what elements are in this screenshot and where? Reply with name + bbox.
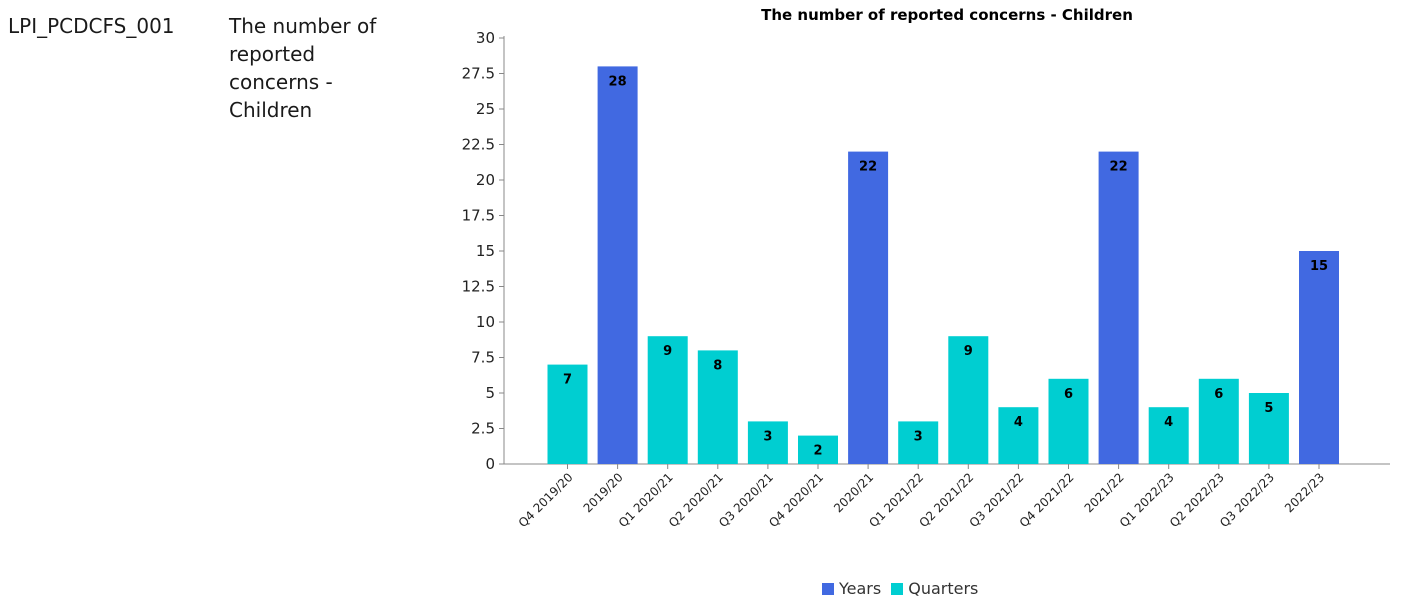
y-tick-label: 5 xyxy=(485,384,495,402)
indicator-description: The number of reported concerns - Childr… xyxy=(229,14,377,122)
y-tick-label: 20 xyxy=(476,171,495,189)
bar xyxy=(647,336,688,464)
y-tick-label: 17.5 xyxy=(462,207,495,225)
bar xyxy=(998,407,1039,464)
bar-value-label: 5 xyxy=(1264,401,1273,416)
bar-value-label: 22 xyxy=(859,160,877,175)
indicator-code: LPI_PCDCFS_001 xyxy=(8,14,175,38)
bar xyxy=(597,66,638,465)
bar-chart: The number of reported concerns - Childr… xyxy=(462,6,1390,530)
bar xyxy=(1248,393,1289,464)
x-tick-label: 2022/23 xyxy=(1282,470,1327,515)
bar xyxy=(747,421,788,464)
legend-swatch-years xyxy=(822,583,834,595)
bar xyxy=(898,421,939,464)
y-tick-label: 0 xyxy=(485,455,495,473)
x-tick-label: Q4 2021/22 xyxy=(1017,470,1077,530)
bar-value-label: 3 xyxy=(763,429,772,444)
legend-label-quarters: Quarters xyxy=(908,579,979,598)
bar xyxy=(798,435,838,464)
x-tick-label: Q3 2022/23 xyxy=(1217,470,1277,530)
bar xyxy=(547,364,588,464)
y-tick-label: 15 xyxy=(476,242,495,260)
bar xyxy=(1098,151,1139,464)
bar-value-label: 9 xyxy=(663,344,672,359)
bar xyxy=(1148,407,1189,464)
y-tick-label: 10 xyxy=(476,313,495,331)
bar xyxy=(948,336,989,464)
bar-value-label: 9 xyxy=(964,344,973,359)
bar-value-label: 15 xyxy=(1310,259,1328,274)
bar-value-label: 4 xyxy=(1164,415,1173,430)
bar-value-label: 28 xyxy=(609,74,627,89)
x-tick-label: 2020/21 xyxy=(831,470,876,515)
bar-value-label: 22 xyxy=(1110,160,1128,175)
bar-value-label: 8 xyxy=(713,358,722,373)
bar xyxy=(848,151,889,464)
y-tick-label: 30 xyxy=(476,29,495,47)
y-tick-label: 25 xyxy=(476,100,495,118)
bar xyxy=(1299,251,1339,464)
bar-value-label: 6 xyxy=(1064,387,1073,402)
x-tick-label: Q4 2020/21 xyxy=(766,470,826,530)
chart-title: The number of reported concerns - Childr… xyxy=(761,6,1133,24)
bar-value-label: 2 xyxy=(813,444,822,459)
bar xyxy=(697,350,738,464)
y-tick-label: 27.5 xyxy=(462,65,495,83)
legend-item-quarters: Quarters xyxy=(891,578,978,600)
bar-value-label: 7 xyxy=(563,373,572,388)
bar-value-label: 6 xyxy=(1214,387,1223,402)
x-tick-label: 2019/20 xyxy=(581,470,626,515)
x-tick-label: 2021/22 xyxy=(1082,470,1127,515)
bar-value-label: 3 xyxy=(914,429,923,444)
bar-value-label: 4 xyxy=(1014,415,1023,430)
bar xyxy=(1198,378,1239,464)
x-tick-label: Q4 2019/20 xyxy=(516,470,576,530)
y-tick-label: 12.5 xyxy=(462,278,495,296)
legend-swatch-quarters xyxy=(891,583,904,595)
legend-label-years: Years xyxy=(839,579,882,598)
legend-item-years: Years xyxy=(822,578,881,600)
y-tick-label: 7.5 xyxy=(471,349,495,367)
chart-legend: Years Quarters xyxy=(822,578,988,600)
y-tick-label: 2.5 xyxy=(471,420,495,438)
bar xyxy=(1048,378,1089,464)
y-tick-label: 22.5 xyxy=(462,136,495,154)
